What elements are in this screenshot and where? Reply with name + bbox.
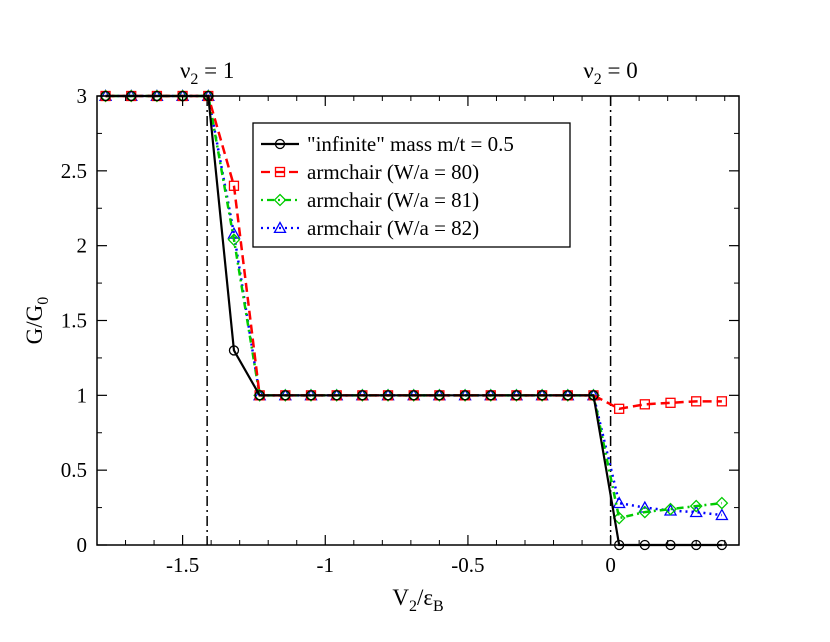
legend-entry: "infinite" mass m/t = 0.5 xyxy=(261,132,514,156)
data-point xyxy=(228,345,240,356)
legend-marker xyxy=(274,166,286,178)
data-point xyxy=(562,390,573,401)
y-tick-label: 0 xyxy=(77,533,88,557)
data-point xyxy=(612,511,626,525)
data-point xyxy=(511,390,522,401)
data-point xyxy=(665,397,676,408)
x-tick-label: -1 xyxy=(317,553,335,577)
data-point xyxy=(280,390,291,401)
x-tick-label: -1.5 xyxy=(166,553,199,577)
data-point xyxy=(408,390,419,401)
data-point xyxy=(689,499,703,513)
y-axis-title: G/G0 xyxy=(22,297,52,345)
data-point xyxy=(689,505,703,518)
data-point xyxy=(638,505,652,519)
data-point xyxy=(254,390,265,401)
x-tick-label: -0.5 xyxy=(451,553,484,577)
y-tick-label: 2 xyxy=(77,234,88,258)
y-tick-label: 3 xyxy=(77,84,88,108)
data-point xyxy=(612,496,626,509)
y-tick-label: 1 xyxy=(77,383,88,407)
data-point xyxy=(715,496,729,510)
y-tick-label: 2.5 xyxy=(61,159,87,183)
legend-label: armchair (W/a = 82) xyxy=(307,216,479,240)
data-point xyxy=(716,396,728,407)
vline-label: ν2 = 1 xyxy=(180,58,234,88)
data-point xyxy=(588,390,599,401)
legend-label: "infinite" mass m/t = 0.5 xyxy=(307,132,514,156)
legend-entry: armchair (W/a = 80) xyxy=(261,160,479,184)
data-point xyxy=(485,390,496,401)
x-axis-title: V2/εB xyxy=(392,585,443,615)
legend-marker xyxy=(273,193,287,207)
data-point xyxy=(614,403,625,414)
data-point xyxy=(664,502,677,516)
data-point xyxy=(305,390,317,401)
data-point xyxy=(382,390,394,401)
legend-marker xyxy=(274,138,286,150)
legend-box xyxy=(252,122,571,248)
y-tick-label: 0.5 xyxy=(61,458,87,482)
legend-label: armchair (W/a = 80) xyxy=(307,160,479,184)
data-point xyxy=(715,508,729,521)
data-point xyxy=(357,390,368,401)
legend-entry: armchair (W/a = 82) xyxy=(261,216,479,240)
vline-label: ν2 = 0 xyxy=(583,58,637,88)
data-point xyxy=(227,233,241,247)
legend-entry: armchair (W/a = 81) xyxy=(261,188,479,212)
data-point xyxy=(434,390,445,401)
data-point xyxy=(639,399,650,410)
legend-label: armchair (W/a = 81) xyxy=(307,188,479,212)
data-point xyxy=(691,396,702,407)
x-tick-label: 0 xyxy=(605,553,616,577)
y-tick-label: 1.5 xyxy=(61,309,87,333)
data-point xyxy=(536,390,548,401)
legend-marker xyxy=(273,221,287,234)
data-point xyxy=(331,390,342,401)
data-point xyxy=(459,390,471,401)
data-point xyxy=(228,180,240,191)
